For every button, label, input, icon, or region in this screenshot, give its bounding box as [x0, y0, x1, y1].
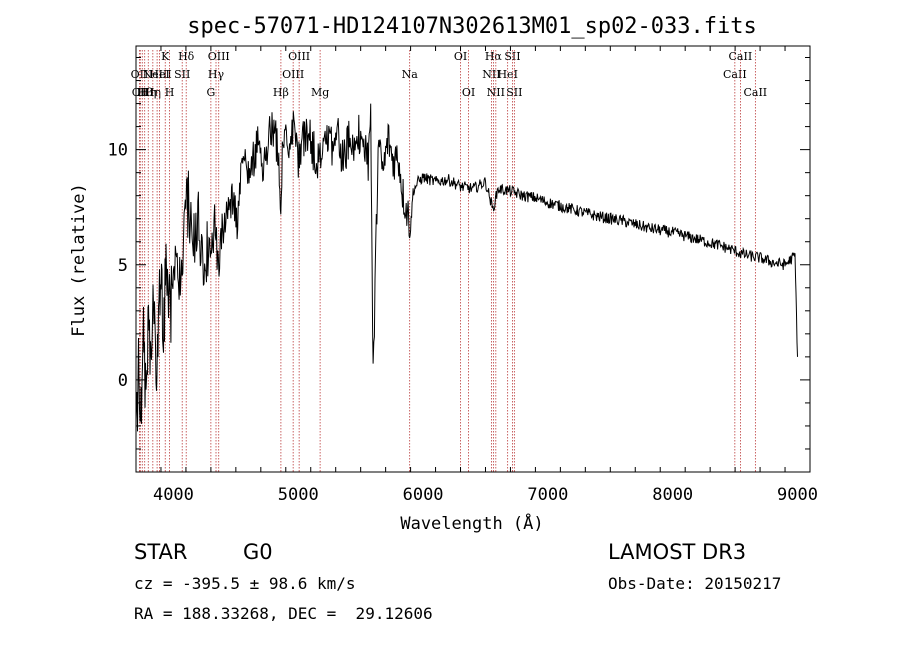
marker-label-0: OII — [131, 68, 149, 81]
y-tick-label-0: 0 — [118, 371, 128, 391]
marker-label-14: OIII — [208, 50, 230, 63]
y-tick-label-10: 10 — [108, 141, 128, 161]
y-tick-label-5: 5 — [118, 256, 128, 276]
marker-label-20: OI — [454, 50, 467, 63]
marker-label-4: Hη — [140, 86, 156, 99]
obs-date: Obs-Date: 20150217 — [608, 574, 782, 593]
marker-label-7: HeI — [149, 68, 169, 81]
object-class: STAR — [134, 540, 188, 564]
marker-label-8: K — [161, 50, 170, 63]
x-tick-label-6000: 6000 — [403, 485, 444, 505]
marker-label-11: Hδ — [178, 50, 195, 63]
marker-label-17: OIII — [288, 50, 310, 63]
y-axis-label: Flux (relative) — [69, 183, 89, 337]
marker-label-16: OIII — [282, 68, 304, 81]
marker-label-26: SII — [504, 50, 520, 63]
marker-label-21: OI — [462, 86, 475, 99]
x-tick-label-5000: 5000 — [278, 485, 319, 505]
marker-label-6: NeIII — [143, 68, 172, 81]
plot-frame — [135, 45, 811, 473]
marker-label-15: Hβ — [273, 86, 289, 99]
x-tick-label-4000: 4000 — [153, 485, 194, 505]
marker-label-28: CaII — [723, 68, 747, 81]
spectrum-line — [135, 103, 798, 432]
x-axis-label: Wavelength (Å) — [400, 512, 543, 534]
marker-label-25: HeI — [497, 68, 517, 81]
marker-label-13: Hγ — [208, 68, 225, 81]
marker-label-27: SII — [506, 86, 522, 99]
marker-label-9: H — [165, 86, 175, 99]
marker-label-24: NII — [487, 86, 505, 99]
marker-label-2: H — [137, 86, 147, 99]
marker-label-18: Mg — [311, 86, 329, 99]
marker-label-12: G — [206, 86, 215, 99]
marker-label-10: SII — [174, 68, 190, 81]
marker-label-19: Na — [402, 68, 419, 81]
object-subclass: G0 — [243, 540, 273, 564]
x-tick-label-9000: 9000 — [777, 485, 818, 505]
axis-ticks: 4000 5000 6000 7000 8000 9000 0 5 10 — [108, 46, 818, 505]
coordinates: RA = 188.33268, DEC = 29.12606 — [134, 604, 433, 623]
marker-label-23: Hα — [485, 50, 503, 63]
line-markers: OIICIIHHθHηHηNeIIIHeIKHSIIHδGHγOIIIHβOII… — [131, 50, 767, 472]
marker-label-5: Hη — [145, 86, 161, 99]
x-tick-label-8000: 8000 — [652, 485, 693, 505]
marker-label-30: CaII — [743, 86, 767, 99]
x-tick-label-7000: 7000 — [527, 485, 568, 505]
marker-label-3: Hθ — [137, 86, 154, 99]
marker-label-29: CaII — [729, 50, 753, 63]
redshift-value: cz = -395.5 ± 98.6 km/s — [134, 574, 356, 593]
chart-title: spec-57071-HD124107N302613M01_sp02-033.f… — [187, 14, 757, 39]
survey-name: LAMOST DR3 — [608, 540, 747, 564]
